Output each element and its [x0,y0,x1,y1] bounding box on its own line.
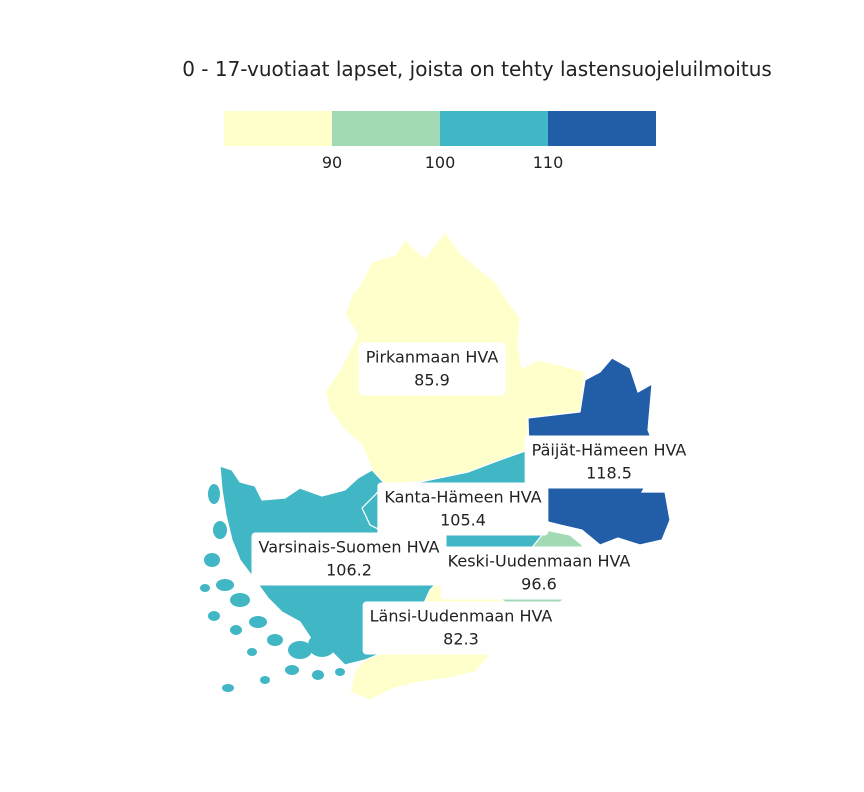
region-name: Kanta-Hämeen HVA [384,487,542,507]
legend-tick-100: 100 [424,153,456,172]
legend-tick-110: 110 [532,153,564,172]
region-value: 82.3 [443,629,479,649]
region-name: Keski-Uudenmaan HVA [447,551,631,571]
region-value: 118.5 [586,463,632,483]
region-name: Pirkanmaan HVA [365,347,499,367]
region-value: 96.6 [521,574,557,594]
label-varsinais-suomi: Varsinais-Suomen HVA 106.2 [251,532,447,586]
label-paijat-hame: Päijät-Hämeen HVA 118.5 [524,435,694,489]
legend-swatch-4 [548,111,656,146]
region-value: 105.4 [440,510,486,530]
legend-tick-90: 90 [321,153,343,172]
map-title: 0 - 17-vuotiaat lapset, joista on tehty … [182,57,772,81]
legend-swatch-2 [332,111,440,146]
label-pirkanmaa: Pirkanmaan HVA 85.9 [358,342,506,396]
color-legend [224,111,656,146]
region-name: Länsi-Uudenmaan HVA [369,606,553,626]
region-value: 85.9 [414,370,450,390]
label-lansi-uusimaa: Länsi-Uudenmaan HVA 82.3 [362,601,560,655]
label-kanta-hame: Kanta-Hämeen HVA 105.4 [377,482,549,536]
region-name: Varsinais-Suomen HVA [258,537,440,557]
archipelago-islands [200,484,345,692]
legend-swatch-1 [224,111,332,146]
label-keski-uusimaa: Keski-Uudenmaan HVA 96.6 [440,546,638,600]
legend-swatch-3 [440,111,548,146]
region-name: Päijät-Hämeen HVA [531,440,687,460]
region-value: 106.2 [326,560,372,580]
